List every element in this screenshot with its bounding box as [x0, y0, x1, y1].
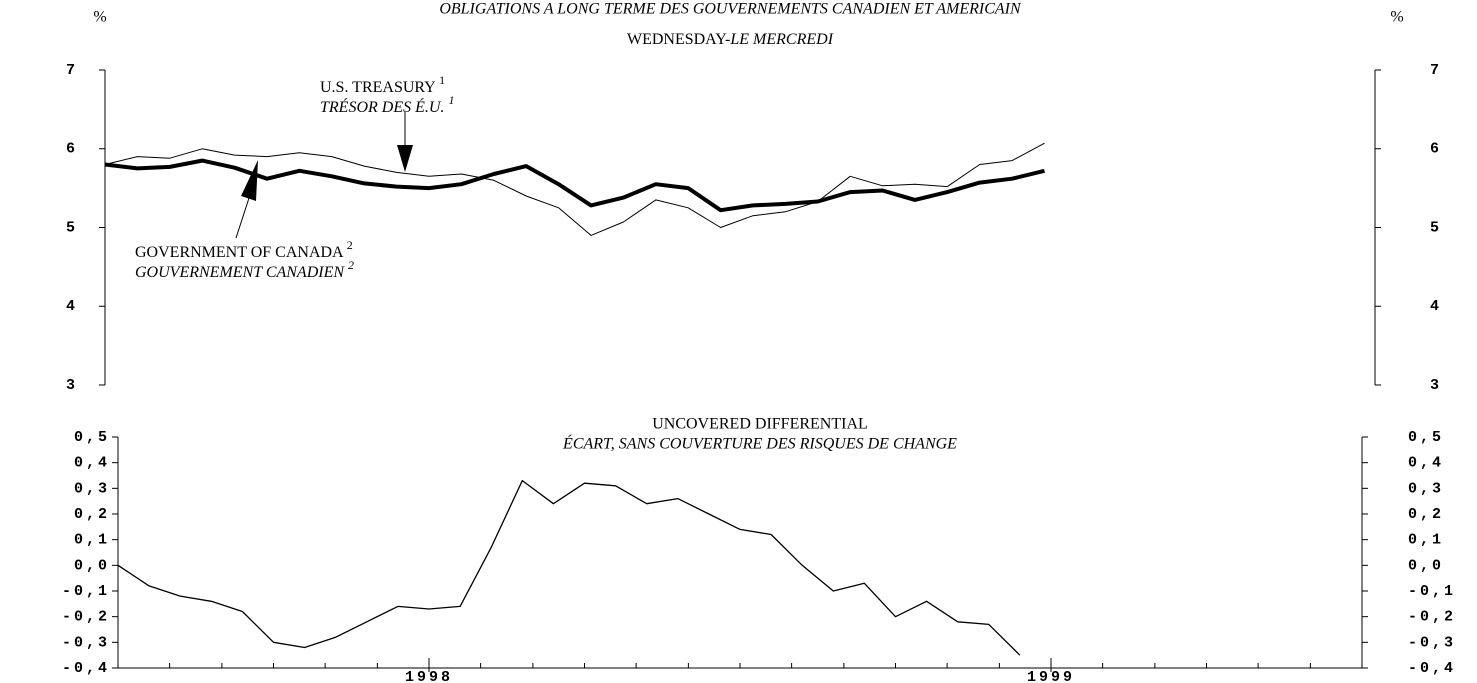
- y2-tick-label: -0,3: [1408, 634, 1456, 651]
- annotation-note: 1: [448, 93, 454, 107]
- y2-tick-label: 0,3: [1408, 480, 1444, 497]
- y2-tick-label: -0,1: [1408, 583, 1456, 600]
- arrow-head: [241, 160, 258, 201]
- subtitle-part: WEDNESDAY-: [627, 31, 730, 48]
- annotation-note: 2: [348, 258, 354, 272]
- line: [104, 142, 1045, 236]
- y2-tick-label: 0,4: [1408, 455, 1444, 472]
- annotation-note: 1: [439, 73, 445, 87]
- annotation-text: GOVERNMENT OF CANADA: [135, 244, 344, 261]
- annotation: TRÉSOR DES É.U. 1: [320, 93, 454, 116]
- annotation-text: TRÉSOR DES É.U.: [320, 97, 444, 116]
- line: [104, 158, 1045, 213]
- chart-subtitle: WEDNESDAY-LE MERCREDI: [627, 31, 834, 48]
- chart-title: OBLIGATIONS A LONG TERME DES GOUVERNEMEN…: [439, 1, 1022, 18]
- y-tick-label: 6: [66, 141, 78, 158]
- annotation: GOUVERNEMENT CANADIEN 2: [135, 258, 354, 281]
- arrow-head: [397, 145, 413, 172]
- y2-tick-label: 0,5: [1408, 429, 1444, 446]
- y2-tick-label: 6: [1430, 141, 1442, 158]
- annotation: U.S. TREASURY 1: [320, 73, 445, 96]
- panel-title: UNCOVERED DIFFERENTIAL: [652, 416, 868, 433]
- y-tick-label: 0,2: [74, 506, 110, 523]
- y-tick-label: 0,0: [74, 557, 110, 574]
- y2-tick-label: 0,0: [1408, 557, 1444, 574]
- y2-tick-label: 5: [1430, 219, 1442, 236]
- y2-unit: %: [1390, 9, 1403, 26]
- y2-tick-label: -0,2: [1408, 609, 1456, 626]
- arrow-shaft: [235, 194, 251, 239]
- y2-tick-label: 4: [1430, 298, 1442, 315]
- line: [117, 479, 1021, 656]
- subtitle-part: LE MERCREDI: [729, 31, 833, 48]
- y-tick-label: 0,5: [74, 429, 110, 446]
- y2-tick-label: 0,2: [1408, 506, 1444, 523]
- y-tick-label: 0,4: [74, 455, 110, 472]
- y-tick-label: -0,1: [62, 583, 110, 600]
- annotation-note: 2: [347, 238, 353, 252]
- y-tick-label: 7: [66, 62, 78, 79]
- x-tick-label: 1998: [405, 669, 453, 683]
- y-tick-label: 0,1: [74, 532, 110, 549]
- y-tick-label: -0,2: [62, 609, 110, 626]
- panel-subtitle: ÉCART, SANS COUVERTURE DES RISQUES DE CH…: [562, 434, 957, 453]
- annotation: GOVERNMENT OF CANADA 2: [135, 238, 353, 261]
- y2-tick-label: -0,4: [1408, 660, 1456, 677]
- annotation-text: U.S. TREASURY: [320, 79, 436, 96]
- y2-tick-label: 0,1: [1408, 532, 1444, 549]
- y-tick-label: -0,3: [62, 634, 110, 651]
- y-tick-label: 4: [66, 298, 78, 315]
- annotation-text: GOUVERNEMENT CANADIEN: [135, 264, 345, 281]
- y2-tick-label: 3: [1430, 377, 1442, 394]
- y-unit: %: [93, 9, 106, 26]
- y-tick-label: 3: [66, 377, 78, 394]
- y-tick-label: 0,3: [74, 480, 110, 497]
- y-tick-label: -0,4: [62, 660, 110, 677]
- y-tick-label: 5: [66, 219, 78, 236]
- x-tick-label: 1999: [1027, 669, 1075, 683]
- y2-tick-label: 7: [1430, 62, 1442, 79]
